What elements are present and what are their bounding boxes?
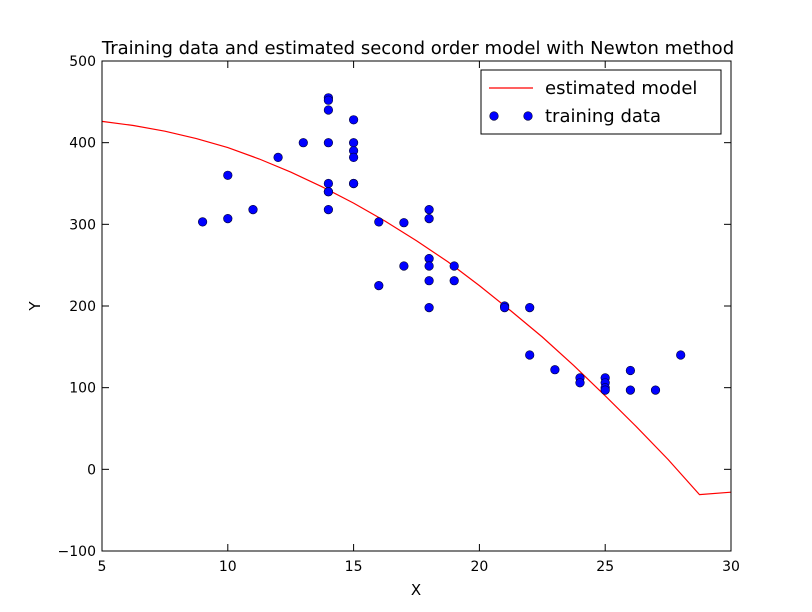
- training-data-point: [424, 205, 434, 215]
- training-data-point: [349, 152, 359, 162]
- legend-estimated-model-label: estimated model: [545, 78, 697, 99]
- y-tick-label: 0: [87, 462, 96, 478]
- plot-area: [102, 61, 731, 551]
- training-data-point: [525, 350, 535, 360]
- training-data-point: [198, 217, 208, 227]
- training-data-point: [323, 178, 334, 189]
- y-tick-label: 400: [69, 136, 96, 152]
- chart-title: Training data and estimated second order…: [101, 38, 734, 59]
- y-tick-label: 500: [69, 54, 96, 70]
- legend-training-data-label: training data: [545, 106, 661, 127]
- training-data-point: [500, 303, 510, 313]
- training-data-point: [273, 152, 283, 162]
- legend-training-data-swatch-left: [489, 111, 499, 121]
- training-data-point: [550, 365, 560, 375]
- training-data-point: [323, 105, 334, 115]
- training-data-point: [676, 350, 686, 360]
- training-data-point: [349, 115, 359, 125]
- training-data-point: [525, 303, 535, 313]
- legend-training-data-swatch-right: [523, 111, 533, 121]
- y-axis-label: Y: [26, 301, 44, 312]
- x-axis-label: X: [411, 581, 421, 599]
- training-data-point: [449, 261, 459, 271]
- training-data-point: [625, 365, 636, 376]
- x-tick-label: 20: [470, 559, 488, 575]
- training-data-point: [374, 281, 384, 291]
- training-data-point: [399, 261, 409, 271]
- training-data-point: [575, 378, 585, 388]
- training-data-point: [223, 170, 233, 180]
- estimated-model-line: [101, 120, 732, 496]
- data-layer: [101, 93, 732, 496]
- legend-box: [480, 69, 722, 135]
- tick-layer: 5 10 15 20 25 30 −100 0 100 200 300 400 500: [58, 54, 740, 575]
- training-data-point: [323, 95, 334, 105]
- training-data-point: [298, 138, 308, 148]
- x-tick-label: 25: [596, 559, 614, 575]
- training-data-point: [323, 138, 334, 148]
- x-tick-label: 15: [345, 559, 363, 575]
- training-data-point: [349, 138, 359, 148]
- y-tick-label: 200: [69, 299, 96, 315]
- training-data-point: [625, 385, 636, 395]
- y-tick-label: 100: [69, 381, 96, 397]
- training-data-point: [349, 178, 359, 189]
- x-tick-label: 10: [219, 559, 237, 575]
- training-data-point: [424, 276, 434, 286]
- x-tick-label: 5: [98, 559, 107, 575]
- training-data-point: [449, 276, 459, 286]
- y-tick-label: 300: [69, 217, 96, 233]
- training-data-point: [248, 205, 258, 215]
- training-data-point: [424, 261, 434, 271]
- training-data-point: [650, 385, 661, 395]
- y-tick-label: −100: [58, 544, 96, 560]
- training-data-point: [374, 217, 384, 227]
- training-data-point: [424, 214, 434, 224]
- training-data-point: [424, 303, 434, 313]
- x-tick-label: 30: [722, 559, 740, 575]
- legend: estimated model training data: [480, 69, 722, 135]
- training-data-point: [600, 385, 610, 395]
- training-data-point: [323, 187, 334, 197]
- training-data-point: [323, 205, 334, 215]
- training-data-point: [223, 214, 233, 224]
- training-data-point: [399, 218, 409, 228]
